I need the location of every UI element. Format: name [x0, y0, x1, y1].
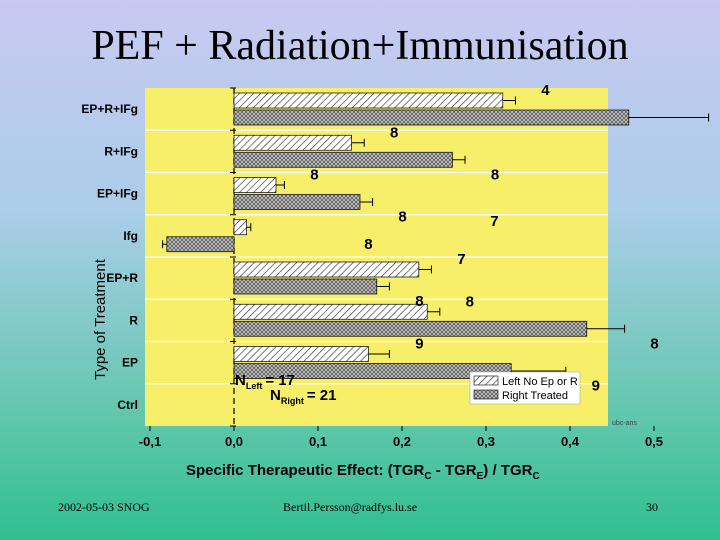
svg-text:NRight= 21: NRight = 21 — [270, 387, 336, 406]
x-tick-label: 0,1 — [309, 434, 327, 449]
bar-left — [233, 134, 352, 151]
category-label: R+IFg — [104, 144, 138, 158]
n-count-label: 8 — [650, 335, 658, 352]
category-label: EP+R+IFg — [81, 102, 138, 116]
bar-left — [233, 303, 428, 320]
legend-label-left: Left No Ep or R — [502, 376, 578, 388]
n-count-label: 8 — [415, 293, 423, 310]
svg-text:Type of Treatment: Type of Treatment — [92, 258, 109, 380]
watermark: ubc-ans — [612, 420, 637, 427]
x-tick-label: 0,3 — [477, 434, 495, 449]
n-count-label: 8 — [491, 166, 499, 183]
n-count-label: 7 — [457, 251, 465, 268]
n-count-label: 8 — [398, 209, 406, 226]
bars — [162, 92, 710, 379]
n-count-label: 8 — [390, 124, 398, 141]
bar-right — [233, 151, 453, 168]
bar-right — [233, 278, 378, 295]
n-right-annotation: NRight = 21 — [270, 387, 336, 406]
legend-swatch-left — [473, 375, 499, 386]
bar-right — [233, 109, 630, 126]
svg-text:NLeft= 17: NLeft = 17 — [235, 372, 295, 391]
n-count-label: 8 — [310, 167, 318, 184]
bar-left — [233, 177, 277, 193]
bar-left — [233, 92, 504, 109]
category-label: EP — [122, 356, 138, 370]
legend-swatch-right — [473, 389, 499, 400]
n-count-label: 8 — [364, 236, 372, 253]
n-count-label: 9 — [415, 336, 423, 353]
slide-title: PEF + Radiation+Immunisation — [91, 23, 629, 69]
y-axis-title: Type of Treatment — [92, 258, 109, 380]
bar-right — [233, 194, 361, 210]
bar-left — [233, 346, 369, 362]
n-count-label: 8 — [466, 293, 474, 310]
footer-page-number: 30 — [646, 500, 658, 514]
n-count-label: 7 — [490, 213, 498, 230]
footer-email: Bertil.Persson@radfys.lu.se — [283, 500, 418, 514]
legend: Left No Ep or R Right Treated — [469, 371, 581, 405]
bar-right — [233, 320, 588, 337]
category-label: Ifg — [123, 229, 138, 243]
category-label: EP+IFg — [97, 187, 138, 201]
category-label: Ctrl — [117, 398, 138, 412]
x-tick-label: 0,2 — [393, 434, 411, 449]
bar-right — [166, 236, 235, 253]
n-count-label: 9 — [592, 378, 600, 395]
legend-label-right: Right Treated — [502, 390, 568, 402]
labels: EP+R+IFg R+IFg EP+IFg Ifg EP+R R EP Ctrl 4 8 8 7 7 8 9… — [81, 82, 663, 449]
x-axis-title: Specific Therapeutic Effect: (TGRC - TGR… — [186, 462, 540, 482]
bar-left — [233, 219, 247, 236]
category-label: EP+R — [106, 271, 138, 285]
x-tick-label: 0,4 — [561, 434, 580, 449]
x-tick-label: 0,5 — [645, 434, 663, 449]
bar-left — [233, 261, 420, 278]
x-tick-label: 0,0 — [225, 434, 243, 449]
x-tick-label: -0,1 — [139, 434, 161, 449]
category-label: R — [129, 313, 138, 327]
footer-date: 2002-05-03 SNOG — [58, 500, 150, 514]
n-count-label: 4 — [541, 82, 550, 99]
n-left-annotation: NLeft = 17 — [235, 372, 295, 391]
